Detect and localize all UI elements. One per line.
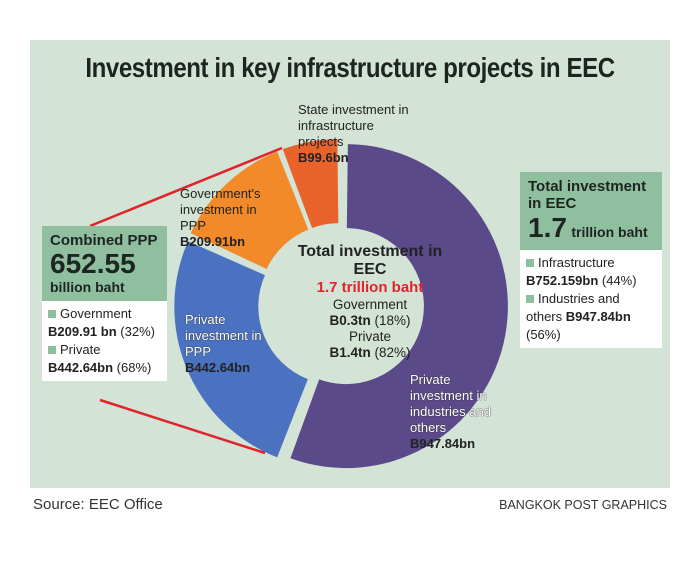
label-private-ppp: Private investment in PPP B442.64bn [185, 312, 262, 375]
connector-line-top [89, 146, 283, 228]
credit: BANGKOK POST GRAPHICS [499, 498, 667, 512]
center-total: 1.7 trillion baht [316, 279, 424, 296]
donut-center: Total investment in EEC 1.7 trillion bah… [295, 243, 445, 361]
connector-line-bottom [99, 398, 266, 455]
legend-private: Private [48, 341, 161, 359]
combined-ppp-value: 652.55 [50, 248, 136, 279]
donut-slice [174, 241, 308, 458]
legend-square-icon [526, 259, 534, 267]
donut-chart [89, 139, 508, 469]
donut-slice [190, 151, 309, 269]
legend-square-icon [48, 346, 56, 354]
source-note: Source: EEC Office [33, 496, 163, 513]
center-title: Total investment in EEC [297, 243, 443, 278]
legend-gov: Government [48, 305, 161, 323]
center-gov-label: Government [332, 297, 408, 312]
donut-slice [282, 139, 339, 228]
combined-ppp-unit: billion baht [50, 279, 125, 295]
infographic-panel: Investment in key infrastructure project… [30, 40, 670, 488]
label-state: State investment in infrastructure proje… [298, 102, 409, 165]
legend-square-icon [48, 310, 56, 318]
legend-square-icon [526, 295, 534, 303]
center-priv-value: B1.4tn (82%) [329, 345, 411, 360]
total-investment-box: Total investment in EEC 1.7 trillion bah… [520, 172, 662, 348]
chart-title: Investment in key infrastructure project… [85, 52, 615, 83]
combined-ppp-title: Combined PPP [50, 232, 158, 249]
combined-ppp-box: Combined PPP 652.55 billion baht Governm… [42, 226, 167, 381]
center-priv-label: Private [348, 329, 392, 344]
label-private-industries: Private investment in industries and oth… [410, 372, 491, 451]
center-gov-value: B0.3tn (18%) [329, 313, 411, 328]
donut-slice [290, 144, 508, 469]
label-gov-ppp: Government's investment in PPP B209.91bn [180, 186, 261, 249]
